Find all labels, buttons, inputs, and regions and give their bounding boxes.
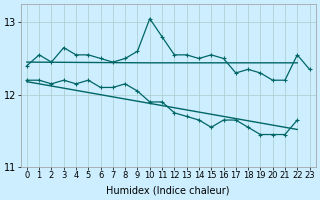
X-axis label: Humidex (Indice chaleur): Humidex (Indice chaleur) bbox=[107, 186, 230, 196]
